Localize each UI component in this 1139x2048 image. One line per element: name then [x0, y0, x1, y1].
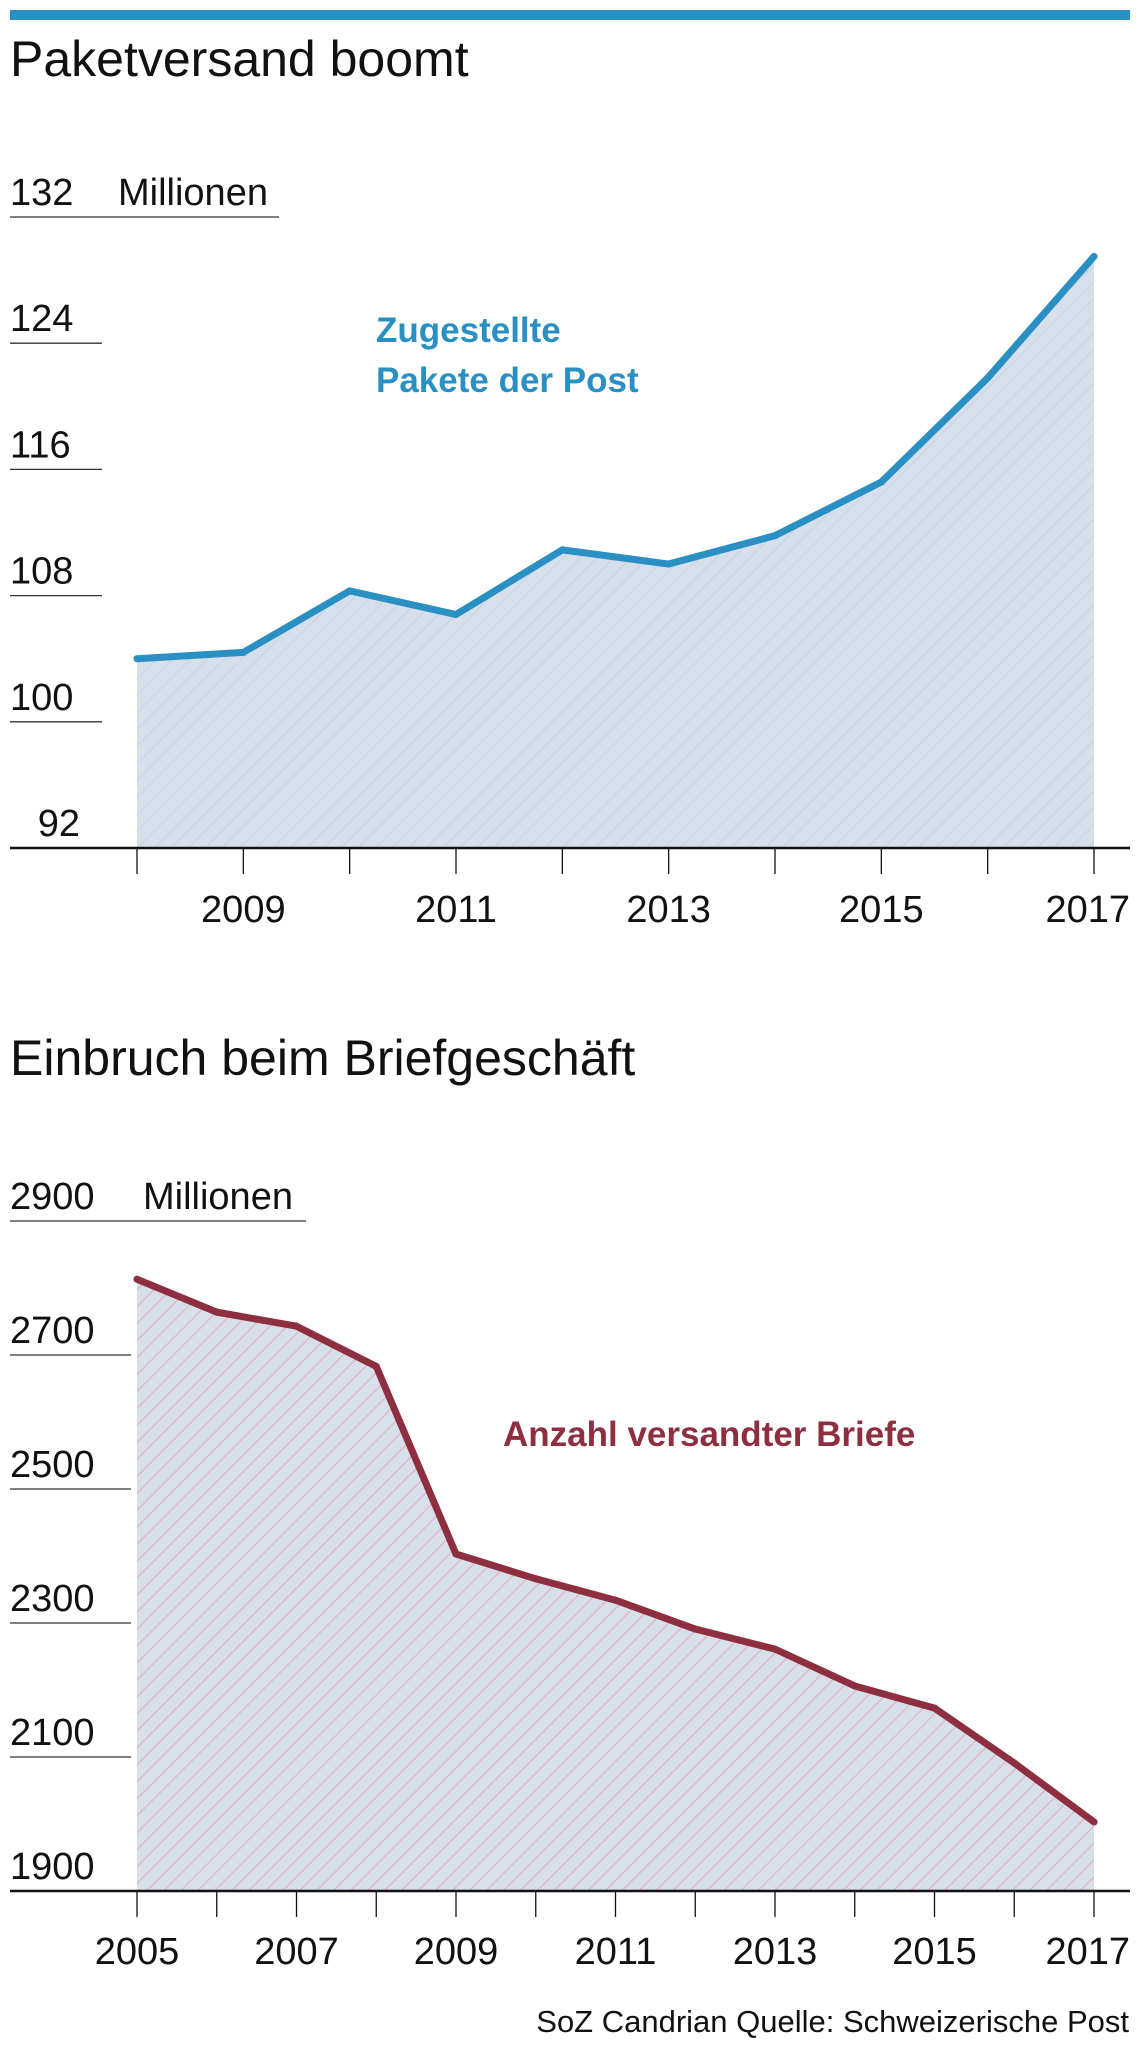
y-tick-label: 2300: [10, 1578, 95, 1620]
data-point: [877, 478, 885, 486]
data-point: [691, 1625, 699, 1633]
series-label: Zugestellte: [376, 311, 561, 350]
data-point: [1090, 1818, 1098, 1826]
chart-pakete: Paketversand boomt 92 100 108 116 124 132 Milli…: [10, 31, 1130, 931]
y-tick-label: 124: [10, 298, 73, 340]
y-tick-label: 100: [10, 677, 73, 719]
y-tick-label: 116: [10, 424, 71, 466]
top-accent-bar: [10, 10, 1130, 20]
line-segment: [612, 1596, 699, 1633]
series-label: Anzahl versandter Briefe: [503, 1415, 915, 1454]
chart-title: Paketversand boomt: [10, 31, 469, 87]
line-segment: [851, 1682, 938, 1712]
y-tick-label: 2900: [10, 1176, 95, 1218]
data-point: [665, 560, 673, 568]
line-segment: [877, 374, 992, 486]
line-segment: [771, 1645, 859, 1690]
x-tick-label: 2015: [892, 1931, 977, 1973]
chart-briefe: Einbruch beim Briefgeschäft 1900 2100 2300 2…: [10, 1030, 1130, 1973]
line-segment: [346, 587, 460, 619]
data-point: [771, 1645, 779, 1653]
source-note: SoZ Candrian Quelle: Schweizerische Post: [536, 2004, 1129, 2039]
data-point: [133, 1275, 141, 1283]
line-segment: [213, 1308, 300, 1330]
x-tick-label: 2011: [575, 1931, 657, 1973]
data-point: [851, 1682, 859, 1690]
x-tick-label: 2011: [415, 889, 497, 931]
line-segment: [771, 478, 885, 540]
y-tick-label: 2100: [10, 1712, 95, 1754]
line-segment: [293, 1322, 380, 1370]
line-segment: [239, 587, 354, 656]
data-point: [1010, 1759, 1018, 1767]
data-point: [213, 1308, 221, 1316]
y-unit-label: Millionen: [143, 1176, 293, 1218]
data-point: [239, 648, 247, 656]
y-tick-label: 92: [38, 803, 80, 845]
x-tick-label: 2015: [839, 889, 924, 931]
line-segment: [532, 1575, 619, 1604]
line-segment: [133, 648, 247, 663]
data-point: [931, 1704, 938, 1712]
series-label: Pakete der Post: [376, 361, 639, 400]
x-tick-label: 2009: [414, 1931, 499, 1973]
data-point: [133, 655, 141, 663]
data-point: [293, 1322, 300, 1330]
area-fill: [137, 1279, 1094, 1891]
y-tick-label: 2700: [10, 1310, 95, 1352]
data-point: [346, 587, 354, 595]
line-segment: [665, 532, 779, 568]
data-point: [372, 1362, 380, 1370]
area-fill: [137, 256, 1094, 848]
data-point: [452, 611, 460, 619]
x-tick-label: 2013: [733, 1931, 818, 1973]
data-point: [1090, 252, 1098, 260]
data-point: [452, 1550, 460, 1558]
line-segment: [558, 546, 673, 568]
x-tick-label: 2017: [1045, 889, 1130, 931]
data-point: [984, 374, 992, 382]
chart-title: Einbruch beim Briefgeschäft: [10, 1030, 635, 1086]
line-segment: [372, 1362, 460, 1558]
line-segment: [133, 1275, 221, 1316]
data-point: [532, 1575, 540, 1583]
data-point: [771, 532, 779, 540]
y-tick-label: 1900: [10, 1846, 95, 1888]
data-point: [612, 1596, 619, 1604]
y-unit-label: Millionen: [118, 172, 268, 214]
line-segment: [691, 1625, 779, 1653]
x-tick-label: 2005: [95, 1931, 180, 1973]
line-segment: [1010, 1759, 1098, 1826]
y-tick-label: 108: [10, 551, 73, 593]
data-point: [558, 546, 566, 554]
y-tick-label: 2500: [10, 1444, 95, 1486]
x-tick-label: 2013: [626, 889, 711, 931]
line-segment: [452, 1550, 540, 1583]
line-segment: [931, 1704, 1018, 1767]
x-tick-label: 2017: [1045, 1931, 1130, 1973]
x-tick-label: 2009: [201, 889, 286, 931]
x-tick-label: 2007: [254, 1931, 339, 1973]
line-segment: [452, 546, 566, 619]
y-tick-label: 132: [10, 172, 73, 214]
line-segment: [984, 252, 1098, 382]
